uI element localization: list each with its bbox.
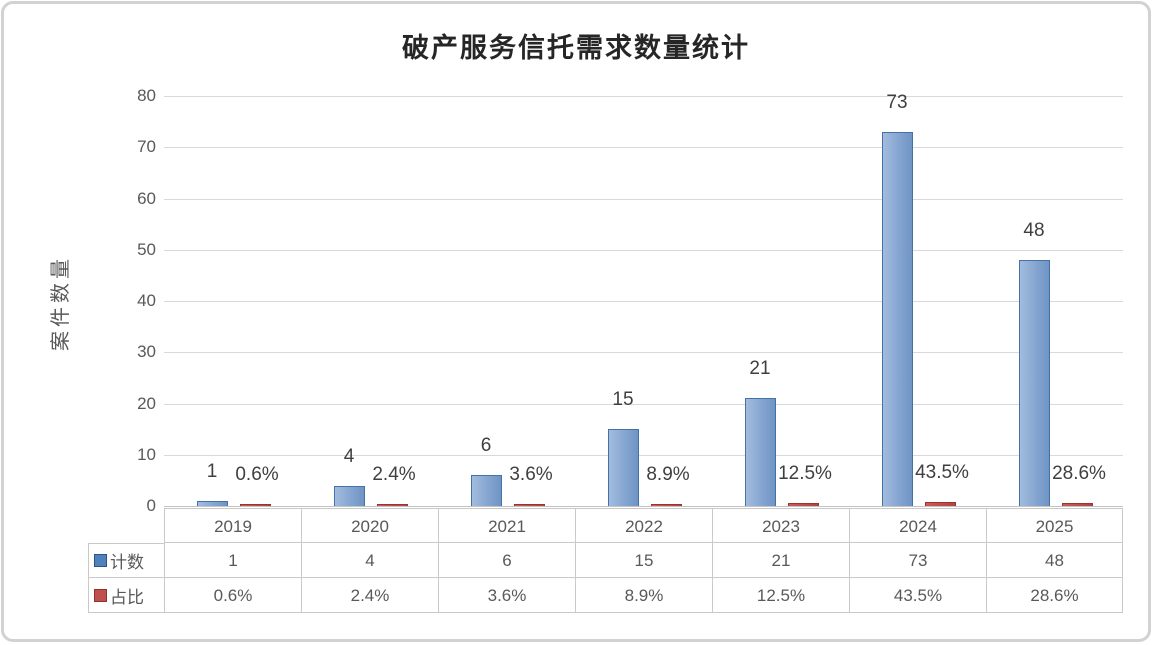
x-axis-line bbox=[164, 506, 1123, 507]
table-count-cell: 4 bbox=[301, 543, 438, 578]
count-data-label: 48 bbox=[1023, 220, 1045, 241]
gridline bbox=[164, 96, 1123, 97]
pct-data-label: 28.6% bbox=[1052, 462, 1106, 484]
bar-count-2025 bbox=[1018, 260, 1050, 506]
table-row-header-pct: 占比 bbox=[88, 578, 164, 613]
table-year-cell: 2019 bbox=[164, 508, 301, 543]
count-data-label: 4 bbox=[343, 445, 355, 467]
bar-count-2024 bbox=[881, 131, 913, 506]
y-tick-label: 80 bbox=[137, 86, 156, 105]
y-tick-label: 70 bbox=[137, 137, 156, 157]
bar-count-2020 bbox=[333, 485, 365, 506]
table-count-cell: 73 bbox=[849, 543, 986, 578]
table-count-cell: 21 bbox=[712, 543, 849, 578]
table-pct-cell: 0.6% bbox=[164, 578, 301, 613]
gridline bbox=[164, 249, 1123, 251]
table-year-cell: 2021 bbox=[438, 508, 575, 543]
table-pct-cell: 2.4% bbox=[301, 578, 438, 613]
bar-pct-2021 bbox=[513, 503, 545, 506]
y-tick-label: 0 bbox=[146, 496, 156, 515]
y-tick-label: 10 bbox=[137, 444, 156, 464]
y-tick-label: 30 bbox=[137, 342, 156, 362]
bar-count-2019 bbox=[196, 500, 228, 506]
table-year-cell: 2022 bbox=[575, 508, 712, 543]
table-count-cell: 6 bbox=[438, 543, 575, 578]
table-pct-cell: 43.5% bbox=[849, 578, 986, 613]
bar-count-2022 bbox=[607, 429, 639, 506]
y-tick-label: 60 bbox=[137, 188, 156, 208]
y-tick-label: 40 bbox=[137, 291, 156, 310]
table-row-header-count: 计数 bbox=[88, 543, 164, 578]
bar-pct-2025 bbox=[1061, 502, 1093, 506]
gridline bbox=[164, 147, 1123, 149]
pct-data-label: 43.5% bbox=[915, 461, 969, 483]
legend-key-count-icon bbox=[94, 554, 107, 567]
table-year-cell: 2025 bbox=[986, 508, 1123, 543]
legend-label: 计数 bbox=[110, 553, 144, 573]
pct-data-label: 3.6% bbox=[509, 463, 553, 485]
table-year-cell: 2020 bbox=[301, 508, 438, 543]
table-year-cell: 2024 bbox=[849, 508, 986, 543]
bar-count-2021 bbox=[470, 475, 502, 506]
y-tick-label: 50 bbox=[137, 239, 156, 259]
pct-data-label: 2.4% bbox=[372, 463, 416, 485]
table-pct-cell: 12.5% bbox=[712, 578, 849, 613]
table-pct-cell: 8.9% bbox=[575, 578, 712, 613]
table-count-cell: 48 bbox=[986, 543, 1123, 578]
bar-count-2023 bbox=[744, 398, 776, 506]
gridline bbox=[164, 403, 1123, 405]
count-data-label: 1 bbox=[206, 460, 218, 482]
bar-pct-2023 bbox=[787, 503, 819, 506]
table-pct-cell: 3.6% bbox=[438, 578, 575, 613]
table-count-cell: 15 bbox=[575, 543, 712, 578]
bar-pct-2022 bbox=[650, 503, 682, 506]
table-count-cell: 1 bbox=[164, 543, 301, 578]
legend-key-pct-icon bbox=[94, 588, 107, 602]
gridline bbox=[164, 301, 1123, 302]
table-year-cell: 2023 bbox=[712, 508, 849, 543]
gridline bbox=[164, 454, 1123, 456]
chart-title: 破产服务信托需求数量统计 bbox=[402, 33, 750, 64]
pct-data-label: 12.5% bbox=[778, 463, 832, 485]
bar-pct-2019 bbox=[239, 503, 271, 506]
legend-label: 占比 bbox=[110, 587, 144, 608]
count-data-label: 15 bbox=[612, 389, 634, 411]
count-data-label: 73 bbox=[886, 91, 908, 113]
count-data-label: 6 bbox=[480, 435, 492, 457]
y-tick-label: 20 bbox=[137, 393, 156, 413]
pct-data-label: 0.6% bbox=[235, 463, 279, 485]
count-data-label: 21 bbox=[749, 358, 771, 380]
gridline bbox=[164, 352, 1123, 354]
pct-data-label: 8.9% bbox=[646, 463, 690, 485]
bar-pct-2024 bbox=[924, 501, 956, 506]
gridline bbox=[164, 198, 1123, 200]
table-pct-cell: 28.6% bbox=[986, 578, 1123, 613]
bar-pct-2020 bbox=[376, 503, 408, 506]
